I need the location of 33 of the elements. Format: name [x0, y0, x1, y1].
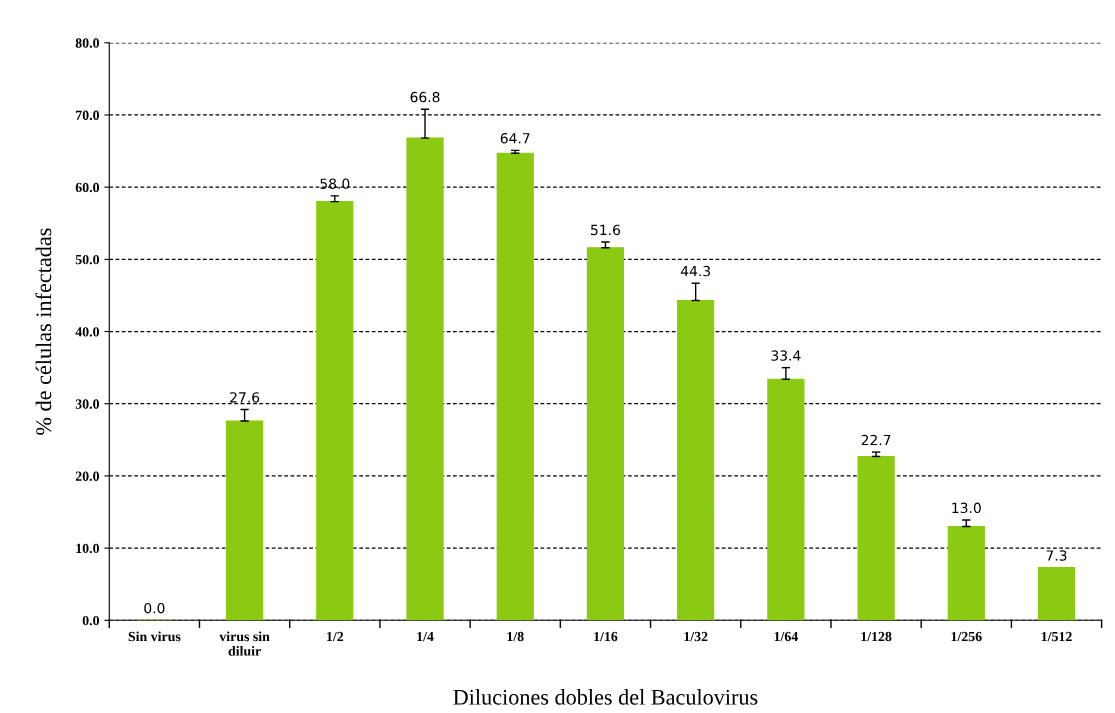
y-tick-label: 40.0 [75, 327, 100, 337]
y-tick-label: 10.0 [76, 543, 100, 554]
x-axis-title: Diluciones dobles del Baculovirus [453, 689, 758, 705]
data-label: 22.7 [861, 434, 891, 446]
x-tick-label: 1/2 [327, 631, 344, 642]
x-tick-label: 1/256 [951, 631, 982, 642]
y-tick-label: 30.0 [75, 399, 100, 409]
x-tick-label: 1/512 [1041, 631, 1072, 642]
x-tick-label: 1/64 [774, 631, 798, 642]
data-label: 66.8 [410, 91, 440, 103]
x-tick-label: virus sin diluir [219, 631, 270, 656]
data-label: 58.0 [320, 178, 350, 189]
y-tick-label: 70.0 [76, 110, 100, 120]
y-tick-label: 0.0 [82, 615, 100, 626]
data-label: 44.3 [680, 265, 711, 277]
x-tick-label: 1/8 [507, 631, 524, 642]
y-tick-label: 50.0 [75, 254, 100, 265]
data-label: 51.6 [591, 224, 621, 236]
y-axis-title: % de células infectadas [35, 228, 52, 435]
y-tick-label: 20.0 [75, 471, 100, 481]
y-tick-label: 60.0 [75, 182, 100, 193]
data-label: 33.4 [771, 350, 801, 361]
x-tick-label: Sin virus [128, 631, 181, 642]
x-tick-label: 1/4 [417, 631, 434, 642]
y-tick-label: 80.0 [75, 38, 100, 48]
data-label: 27.6 [230, 392, 260, 403]
x-tick-label: 1/128 [861, 631, 892, 642]
x-tick-label: 1/16 [594, 631, 618, 642]
x-tick-label: 1/32 [684, 631, 708, 642]
data-label: 64.7 [500, 132, 530, 144]
data-label: 13.0 [952, 502, 981, 514]
data-label: 0.0 [144, 602, 165, 614]
data-label: 7.3 [1046, 550, 1067, 561]
